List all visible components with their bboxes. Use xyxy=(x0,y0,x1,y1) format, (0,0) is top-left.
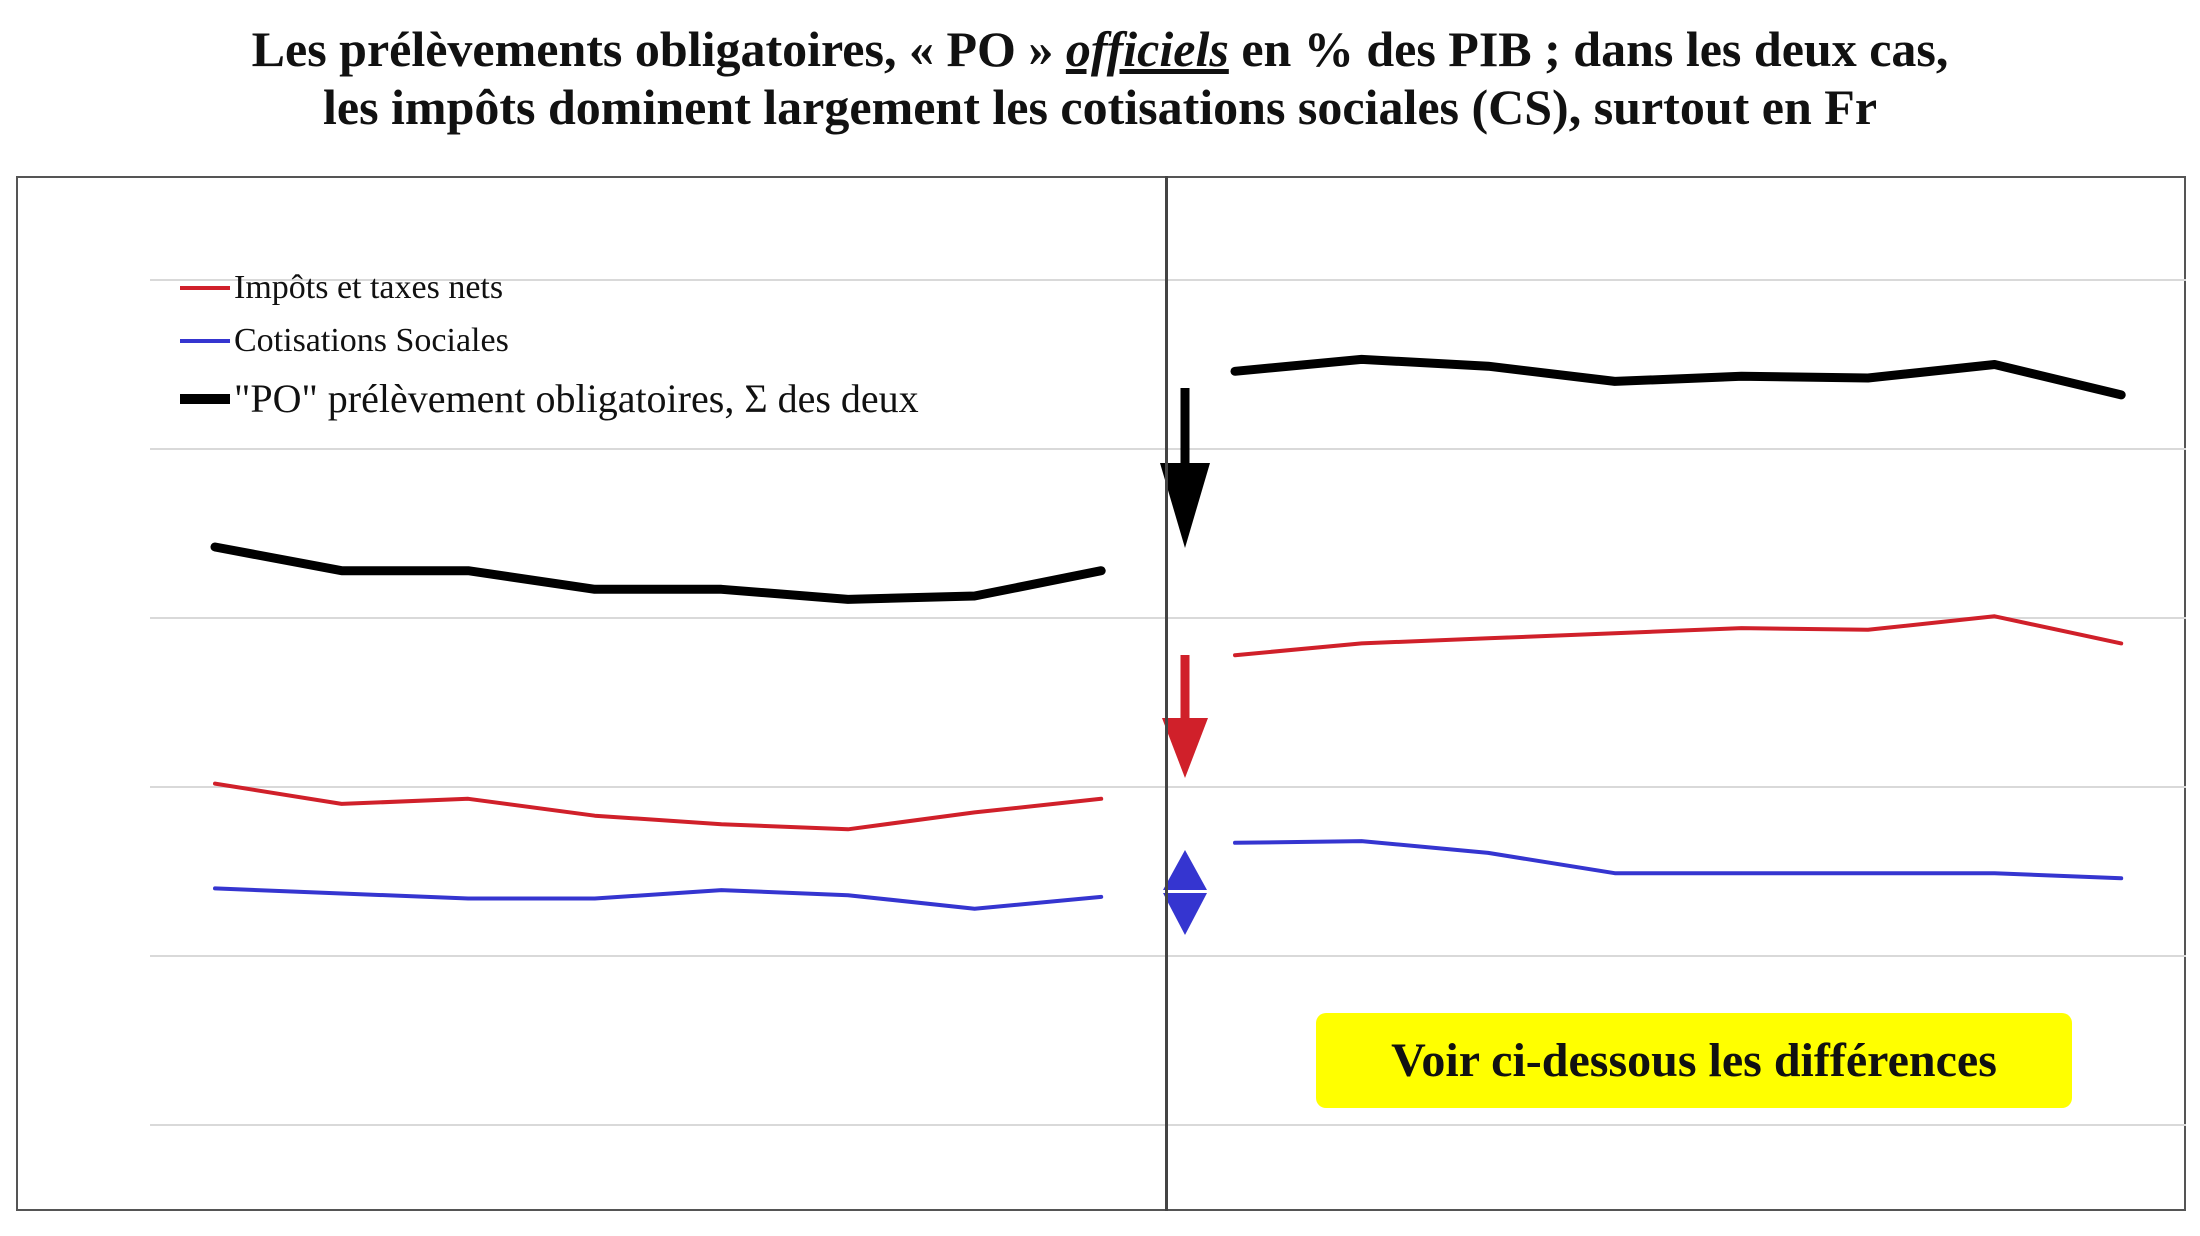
data-point-cotisations xyxy=(467,898,469,900)
data-point-total xyxy=(974,595,976,597)
legend-item-cotisations: Cotisations Sociales xyxy=(180,322,509,360)
legend-label-impots: Impôts et taxes nets xyxy=(234,268,504,306)
data-point-cotisations xyxy=(1614,872,1616,874)
callout-box: Voir ci-dessous les différences xyxy=(1316,1013,2072,1108)
legend-swatch-cotisations xyxy=(180,338,230,343)
legend-swatch-total xyxy=(180,393,230,404)
data-point-impots xyxy=(1867,629,1869,631)
legend-swatch-impots xyxy=(180,285,230,290)
series-line-impots xyxy=(213,781,1104,832)
legend-label-total: "PO" prélèvement obligatoires, Σ des deu… xyxy=(234,376,919,422)
data-point-impots xyxy=(1614,632,1616,634)
data-point-cotisations xyxy=(594,898,596,900)
data-point-total xyxy=(1614,380,1616,382)
panel-divider xyxy=(1165,176,1168,1211)
data-point-total xyxy=(1740,375,1742,377)
data-point-total xyxy=(341,570,343,572)
data-point-impots xyxy=(974,811,976,813)
data-point-total xyxy=(2120,394,2122,396)
data-point-cotisations xyxy=(1361,840,1363,842)
data-point-impots xyxy=(1740,627,1742,629)
series-line-cotisations xyxy=(1233,839,2124,881)
data-point-cotisations xyxy=(1487,852,1489,854)
data-point-cotisations xyxy=(1100,896,1102,898)
data-point-total xyxy=(847,598,849,600)
data-point-total xyxy=(214,546,216,548)
data-point-impots xyxy=(847,828,849,830)
data-point-impots xyxy=(1994,615,1996,617)
data-point-total xyxy=(1234,370,1236,372)
data-point-impots xyxy=(1487,637,1489,639)
data-point-impots xyxy=(341,803,343,805)
data-point-impots xyxy=(1234,654,1236,656)
data-point-total xyxy=(1994,364,1996,365)
legend-item-impots: Impôts et taxes nets xyxy=(180,269,503,307)
data-point-total xyxy=(1100,570,1102,572)
data-point-total xyxy=(1487,365,1489,367)
series-line-impots xyxy=(1233,614,2124,658)
data-point-cotisations xyxy=(847,894,849,896)
data-point-impots xyxy=(594,815,596,817)
arrow-down-cotisations-head xyxy=(1163,893,1207,935)
data-point-impots xyxy=(1100,798,1102,800)
arrow-down-total-head xyxy=(1160,463,1210,548)
legend-item-total: "PO" prélèvement obligatoires, Σ des deu… xyxy=(180,375,919,422)
chart-frame xyxy=(16,176,2186,1211)
data-point-total xyxy=(594,588,596,590)
series-line-total xyxy=(1230,354,2126,400)
data-point-cotisations xyxy=(974,908,976,910)
legend-label-cotisations: Cotisations Sociales xyxy=(234,321,509,359)
data-point-impots xyxy=(2120,642,2122,644)
title-part: en % des PIB ; dans les deux cas, xyxy=(1228,21,1949,77)
data-point-cotisations xyxy=(720,889,722,891)
arrow-up-cotisations-head xyxy=(1163,850,1207,890)
data-point-cotisations xyxy=(1867,872,1869,874)
title-emphasis: officiels xyxy=(1065,21,1229,77)
data-point-total xyxy=(1867,377,1869,379)
data-point-total xyxy=(467,570,469,572)
figure-title-line1: Les prélèvements obligatoires, « PO » of… xyxy=(0,20,2200,78)
data-point-total xyxy=(720,588,722,590)
data-point-cotisations xyxy=(341,892,343,894)
data-point-impots xyxy=(214,783,216,785)
data-point-cotisations xyxy=(1234,842,1236,844)
data-point-cotisations xyxy=(1994,872,1996,874)
series-line-cotisations xyxy=(213,886,1104,911)
figure-title-line2: les impôts dominent largement les cotisa… xyxy=(322,79,1878,135)
data-point-impots xyxy=(1361,642,1363,644)
title-part: Les prélèvements obligatoires, « PO » xyxy=(251,21,1066,77)
data-point-impots xyxy=(467,798,469,800)
arrow-down-impots-head xyxy=(1162,718,1208,778)
series-line-total xyxy=(210,542,1106,604)
data-point-total xyxy=(1361,358,1363,360)
data-point-cotisations xyxy=(214,887,216,889)
data-point-cotisations xyxy=(1740,872,1742,874)
data-point-cotisations xyxy=(2120,877,2122,879)
data-point-impots xyxy=(720,823,722,825)
